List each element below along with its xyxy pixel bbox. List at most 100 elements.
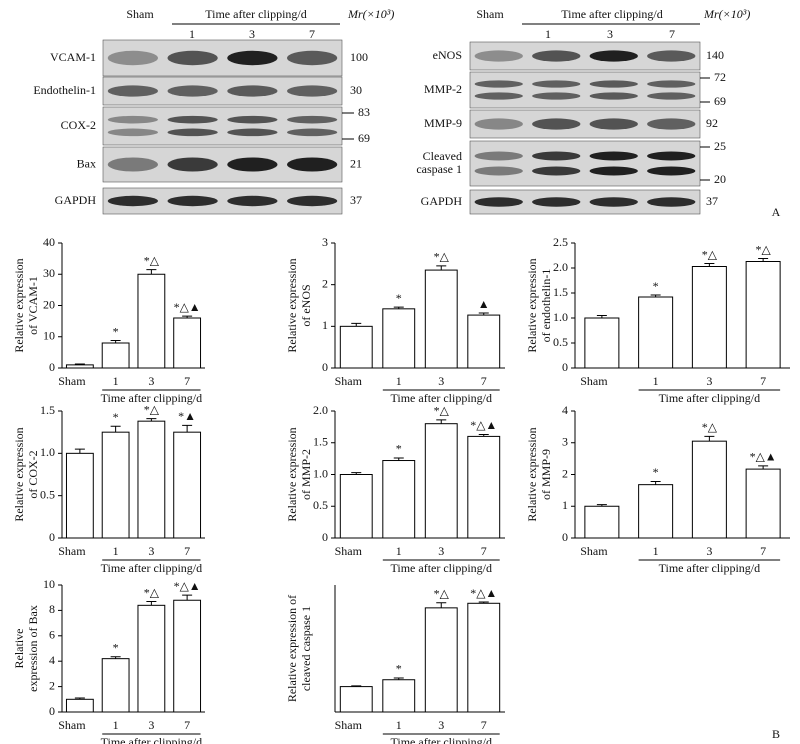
y-axis-label: of MMP-9 (539, 449, 553, 500)
x-tick-label: 7 (481, 544, 487, 558)
bar (65, 698, 94, 713)
blot-header: Sham (126, 7, 154, 21)
x-tick-label: 7 (760, 544, 766, 558)
blot-band (532, 92, 581, 100)
bar (173, 599, 202, 713)
bar (137, 420, 166, 539)
y-axis-label: Relative expression (285, 258, 299, 352)
y-tick-label: 8 (49, 602, 55, 616)
x-tick-label: Sham (580, 544, 608, 558)
x-tick-label: 1 (653, 374, 659, 388)
error-bar (650, 480, 661, 485)
bar (137, 273, 166, 369)
error-bar (596, 504, 607, 507)
bar (382, 679, 416, 713)
y-tick-label: 0.5 (553, 335, 568, 349)
y-axis-label: of VCAM-1 (26, 276, 40, 335)
panel-label: B (772, 727, 780, 741)
mw-marker: 69 (714, 94, 726, 108)
lane-label: 3 (607, 27, 613, 41)
blot-label: Bax (77, 156, 96, 170)
blot-band (107, 128, 158, 137)
x-tick-label: Sham (58, 718, 86, 732)
error-bar (650, 294, 661, 297)
blot-header: Sham (476, 7, 504, 21)
error-bar (74, 363, 85, 365)
x-axis-label: Time after clipping/d (390, 561, 492, 575)
blot-band (647, 118, 696, 130)
x-tick-label: 1 (396, 374, 402, 388)
error-bar (110, 425, 121, 433)
y-axis-label: of MMP-2 (299, 449, 313, 500)
mr-label: Mr(×10³) (347, 7, 394, 21)
x-tick-label: Sham (58, 544, 86, 558)
significance-mark: *△▲ (470, 418, 497, 432)
y-tick-label: 30 (43, 266, 55, 280)
error-bar (704, 263, 715, 267)
error-bar (758, 258, 769, 262)
blot-band (647, 92, 696, 100)
x-axis-label: Time after clipping/d (101, 391, 203, 405)
significance-mark: *△▲ (174, 579, 201, 593)
blot-band (227, 85, 278, 97)
blot-label: Endothelin-1 (33, 83, 96, 97)
x-tick-label: 7 (184, 544, 190, 558)
bar (101, 431, 130, 539)
mw-marker: 140 (706, 48, 724, 62)
y-axis-label: of endothelin-1 (539, 269, 553, 343)
bar (382, 308, 416, 369)
y-tick-label: 1 (562, 498, 568, 512)
error-bar (596, 315, 607, 318)
x-axis-label: Time after clipping/d (659, 391, 761, 405)
blot-band (227, 50, 278, 66)
blot-band (589, 92, 638, 100)
y-tick-label: 0.5 (40, 487, 55, 501)
blot-band (532, 197, 581, 207)
lane-label: 3 (249, 27, 255, 41)
lane-label: 7 (669, 27, 675, 41)
bar (467, 435, 501, 539)
x-tick-label: 7 (184, 718, 190, 732)
error-bar (436, 265, 447, 271)
blot-band (647, 80, 696, 88)
y-axis-label: Relative expression (525, 258, 539, 352)
x-tick-label: 7 (481, 718, 487, 732)
blot-label: eNOS (433, 48, 462, 62)
y-tick-label: 0 (322, 530, 328, 544)
error-bar (74, 448, 85, 454)
y-tick-label: 1 (322, 318, 328, 332)
blot-band (107, 85, 158, 97)
mw-marker: 83 (358, 105, 370, 119)
blot-band (287, 157, 338, 172)
y-tick-label: 2 (49, 678, 55, 692)
error-bar (393, 677, 404, 680)
x-tick-label: Sham (335, 718, 363, 732)
y-tick-label: 6 (49, 628, 55, 642)
bar (424, 607, 458, 713)
mw-marker: 72 (714, 70, 726, 84)
y-axis-label: expression of Bax (26, 605, 40, 692)
significance-mark: *△▲ (470, 586, 497, 600)
blot-band (589, 80, 638, 88)
bar (424, 423, 458, 539)
bar (173, 431, 202, 539)
x-tick-label: 1 (396, 718, 402, 732)
blot-band (474, 197, 523, 207)
bar (745, 261, 781, 369)
bar (584, 317, 620, 369)
blot-band (647, 197, 696, 207)
y-tick-label: 0 (49, 360, 55, 374)
mw-marker: 30 (350, 83, 362, 97)
significance-mark: *△▲ (174, 300, 201, 314)
bar (173, 317, 202, 369)
y-tick-label: 0 (322, 360, 328, 374)
bar (424, 269, 458, 369)
bar (339, 686, 373, 713)
significance-mark: ▲ (478, 297, 490, 311)
error-bar (146, 601, 157, 606)
y-tick-label: 4 (49, 653, 55, 667)
blot-label: MMP-9 (424, 116, 462, 130)
lane-label: 7 (309, 27, 315, 41)
blot-label: VCAM-1 (50, 50, 96, 64)
error-bar (478, 433, 489, 437)
